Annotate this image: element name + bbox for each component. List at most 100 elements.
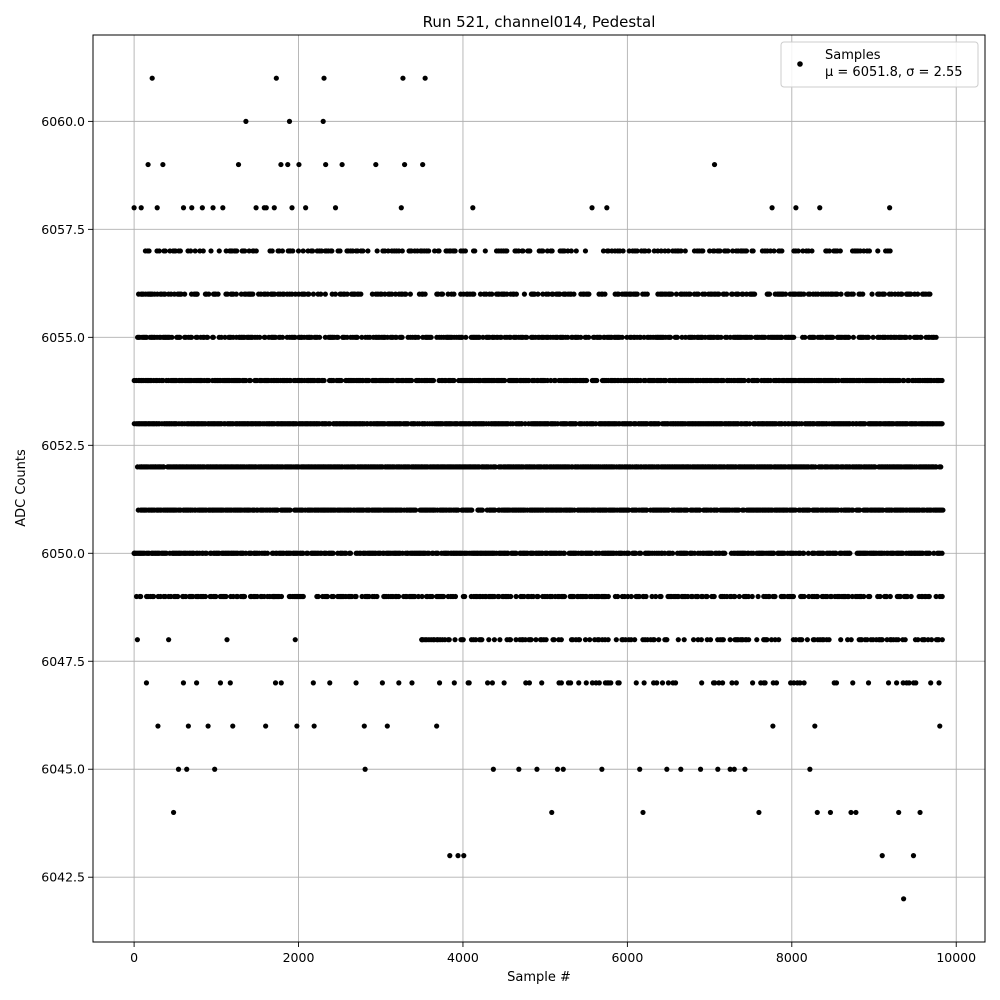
data-point — [649, 593, 655, 600]
data-point — [143, 680, 150, 686]
data-point — [415, 334, 421, 340]
data-point — [203, 550, 210, 556]
y-axis-ticks: 6042.5 6045.0 6047.5 6050.0 6052.5 6055.0 6057… — [41, 114, 93, 885]
data-point — [419, 593, 425, 600]
data-point — [817, 205, 823, 211]
data-point — [927, 291, 933, 297]
data-point — [335, 334, 341, 340]
data-point — [797, 680, 803, 686]
data-point — [278, 161, 284, 168]
data-point — [558, 637, 564, 643]
data-point — [681, 637, 687, 643]
data-point — [461, 853, 467, 859]
data-point — [154, 205, 160, 211]
data-point — [805, 550, 811, 556]
y-tick-label: 6045.0 — [41, 762, 85, 777]
data-point — [180, 205, 187, 211]
data-point — [215, 291, 221, 297]
data-point — [273, 75, 279, 81]
data-point — [131, 550, 137, 556]
data-point — [749, 593, 755, 600]
data-point — [484, 680, 491, 686]
data-point — [430, 377, 437, 384]
data-point — [146, 248, 152, 254]
data-point — [520, 248, 526, 254]
data-point — [161, 464, 167, 470]
data-point — [750, 248, 756, 254]
data-point — [279, 334, 286, 340]
data-point — [503, 248, 509, 254]
data-point — [669, 291, 675, 297]
data-point — [508, 593, 514, 600]
data-point — [528, 637, 534, 643]
legend-marker — [797, 61, 803, 67]
data-point — [469, 507, 475, 513]
x-tick-label: 4000 — [447, 950, 479, 965]
data-point — [646, 248, 652, 254]
data-point — [897, 593, 904, 600]
data-point — [436, 248, 442, 254]
grid — [93, 35, 985, 942]
data-point — [156, 248, 162, 254]
data-point — [321, 377, 327, 384]
data-point — [294, 723, 300, 729]
data-point — [814, 593, 821, 600]
data-point — [665, 680, 672, 686]
data-point — [782, 291, 789, 297]
data-point — [583, 377, 590, 384]
data-point — [533, 637, 539, 643]
data-point — [329, 248, 335, 254]
data-point — [619, 334, 625, 340]
data-point — [608, 680, 614, 686]
data-point — [727, 637, 733, 643]
data-point — [439, 291, 446, 297]
data-point — [779, 248, 785, 254]
x-tick-label: 10000 — [936, 950, 976, 965]
data-point — [568, 248, 574, 254]
data-point — [396, 593, 402, 600]
data-point — [300, 248, 306, 254]
data-point — [850, 507, 856, 513]
data-point — [846, 593, 852, 600]
data-point — [527, 248, 533, 254]
y-tick-label: 6060.0 — [41, 114, 85, 129]
data-point — [582, 248, 589, 254]
data-point — [664, 637, 670, 643]
data-point — [850, 291, 856, 297]
data-point — [589, 205, 595, 211]
data-point — [310, 248, 316, 254]
data-point — [188, 334, 195, 340]
data-point — [289, 205, 295, 211]
data-point — [213, 593, 219, 600]
data-point — [316, 334, 323, 340]
data-point — [455, 507, 461, 513]
data-point — [918, 334, 924, 340]
data-point — [901, 896, 907, 902]
data-point — [644, 291, 650, 297]
data-point — [626, 550, 632, 556]
data-point — [250, 291, 256, 297]
data-point — [492, 507, 498, 513]
data-point — [772, 593, 778, 600]
data-point — [217, 680, 224, 686]
data-point — [318, 291, 324, 297]
x-axis-ticks: 0 2000 4000 6000 8000 10000 — [130, 942, 976, 965]
y-tick-label: 6057.5 — [41, 222, 85, 237]
data-point — [180, 680, 187, 686]
data-point — [435, 550, 441, 556]
data-point — [746, 637, 752, 643]
data-point — [489, 291, 495, 297]
data-point — [636, 593, 642, 600]
data-point — [938, 464, 944, 470]
data-point — [460, 637, 466, 643]
data-point — [507, 637, 514, 643]
data-point — [833, 550, 839, 556]
data-point — [583, 680, 589, 686]
data-point — [292, 637, 298, 643]
data-point — [704, 593, 710, 600]
data-point — [131, 205, 137, 211]
data-point — [809, 248, 815, 254]
data-point — [300, 593, 306, 600]
data-point — [200, 248, 206, 254]
